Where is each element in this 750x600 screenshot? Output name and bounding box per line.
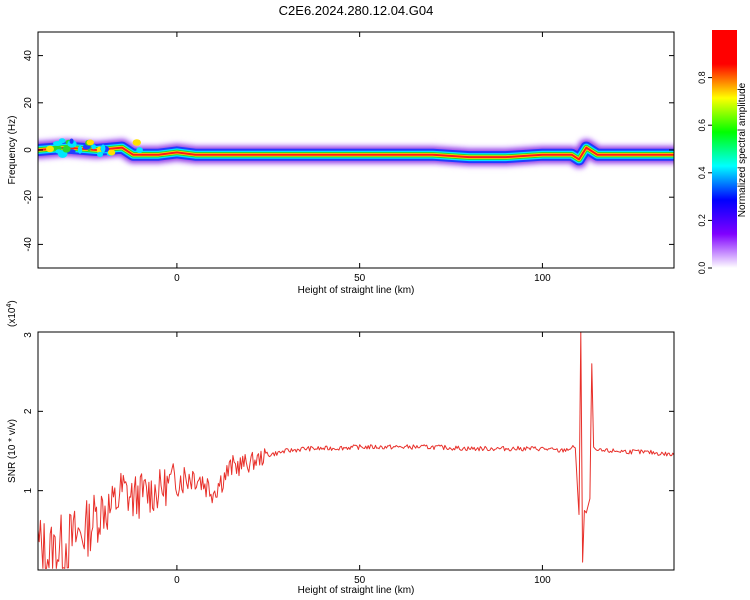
colorbar: 0.0 0.2 0.4 0.6 0.8 Normalized spectral ampl… [697,30,748,274]
spectrogram-y-tick-label: -40 [23,237,34,252]
colorbar-tick-label: 0.6 [697,119,707,132]
spectrogram-noise-blob [91,144,96,150]
spectrogram-noise-blob [53,141,63,146]
spectrogram-noise-blob [69,138,74,144]
colorbar-tick-label: 0.4 [697,167,707,180]
spectrogram-noise-blob [100,144,106,153]
snr-x-axis-label: Height of straight line (km) [298,585,415,596]
snr-y-ticks: 1 2 3 [23,331,674,493]
snr-x-tick-label: 100 [534,575,551,586]
spectrogram-x-tick-label: 100 [534,273,551,284]
spectrogram-noise-blob [136,147,143,154]
spectrogram-x-axis-label: Height of straight line (km) [298,285,415,296]
colorbar-tick-label: 0.2 [697,214,707,227]
snr-plot-area [38,332,674,570]
spectrogram-noise-blob [77,145,83,154]
spectrogram-x-tick-label: 0 [174,273,180,284]
colorbar-ticks: 0.0 0.2 0.4 0.6 0.8 [697,71,712,274]
spectrogram-y-tick-label: 0 [23,147,34,153]
spectrogram-noise-blob [46,145,54,153]
colorbar-label: Normalized spectral amplitude [737,82,748,217]
spectrogram-heat-layer [38,136,674,171]
snr-x-ticks: 0 50 100 [174,332,551,586]
snr-y-tick-label: 2 [23,408,34,414]
spectrogram-noise-blob [86,139,95,146]
spectrogram-noise-blob [107,149,116,156]
snr-x-tick-label: 0 [174,575,180,586]
spectrogram-noise-blob [132,139,141,146]
snr-y-tick-label: 1 [23,487,34,493]
spectrogram-noise-blob [97,151,103,158]
spectrogram-noise-blob [55,149,63,154]
spectrogram-x-tick-label: 50 [354,273,366,284]
spectrogram-y-tick-label: 20 [23,97,34,109]
snr-frame [37,331,675,571]
colorbar-tick-label: 0.8 [697,71,707,84]
snr-series-line [38,332,674,569]
spectrogram-y-tick-label: 40 [23,50,34,62]
snr-y-tick-label: 3 [23,332,34,338]
ridge-band-red [38,146,674,161]
snr-y-axis-label: SNR (10 * v/v) [7,419,18,483]
spectrogram-x-ticks: 0 50 100 [174,32,551,284]
chart-title: C2E6.2024.280.12.04.G04 [279,3,434,18]
spectrogram-panel: 0 50 100 -40 -20 0 20 40 Height of straight li… [7,31,675,296]
spectrogram-y-tick-label: -20 [23,190,34,205]
snr-x-tick-label: 50 [354,575,366,586]
spectrogram-y-ticks: -40 -20 0 20 40 [23,50,674,252]
snr-panel: 0 50 100 123 Height of straight line (km) … [6,300,675,596]
spectrogram-noise-blob [62,145,71,153]
spectrogram-y-axis-label: Frequency (Hz) [7,116,18,185]
colorbar-scale [712,30,737,268]
colorbar-tick-label: 0.0 [697,262,707,275]
snr-exponent-label: (x104) [6,300,18,327]
